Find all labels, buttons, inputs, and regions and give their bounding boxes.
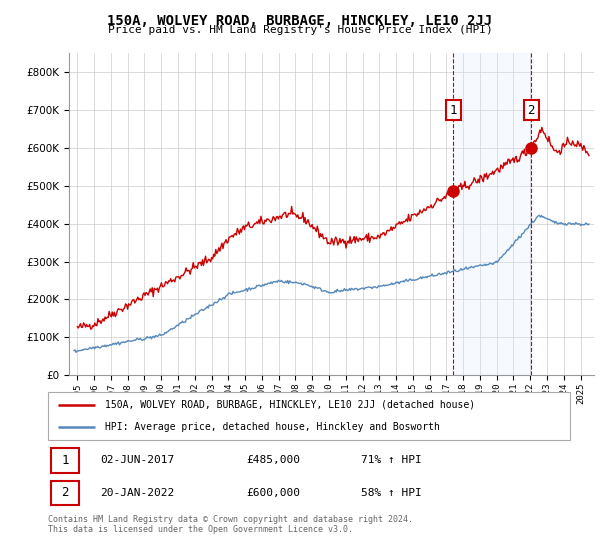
- Text: 150A, WOLVEY ROAD, BURBAGE, HINCKLEY, LE10 2JJ (detached house): 150A, WOLVEY ROAD, BURBAGE, HINCKLEY, LE…: [106, 400, 476, 410]
- Text: 58% ↑ HPI: 58% ↑ HPI: [361, 488, 422, 498]
- FancyBboxPatch shape: [48, 392, 570, 440]
- Bar: [454, 53, 531, 375]
- FancyBboxPatch shape: [50, 448, 79, 473]
- Text: £600,000: £600,000: [247, 488, 301, 498]
- Text: HPI: Average price, detached house, Hinckley and Bosworth: HPI: Average price, detached house, Hinc…: [106, 422, 440, 432]
- Text: 71% ↑ HPI: 71% ↑ HPI: [361, 455, 422, 465]
- Text: 2: 2: [61, 486, 69, 500]
- Text: Price paid vs. HM Land Registry's House Price Index (HPI): Price paid vs. HM Land Registry's House …: [107, 25, 493, 35]
- Text: 02-JUN-2017: 02-JUN-2017: [100, 455, 175, 465]
- Text: 150A, WOLVEY ROAD, BURBAGE, HINCKLEY, LE10 2JJ: 150A, WOLVEY ROAD, BURBAGE, HINCKLEY, LE…: [107, 14, 493, 28]
- Text: 1: 1: [449, 104, 457, 116]
- Text: 20-JAN-2022: 20-JAN-2022: [100, 488, 175, 498]
- FancyBboxPatch shape: [50, 480, 79, 505]
- Text: 1: 1: [61, 454, 69, 467]
- Text: £485,000: £485,000: [247, 455, 301, 465]
- Text: 2: 2: [527, 104, 535, 116]
- Text: Contains HM Land Registry data © Crown copyright and database right 2024.
This d: Contains HM Land Registry data © Crown c…: [48, 515, 413, 534]
